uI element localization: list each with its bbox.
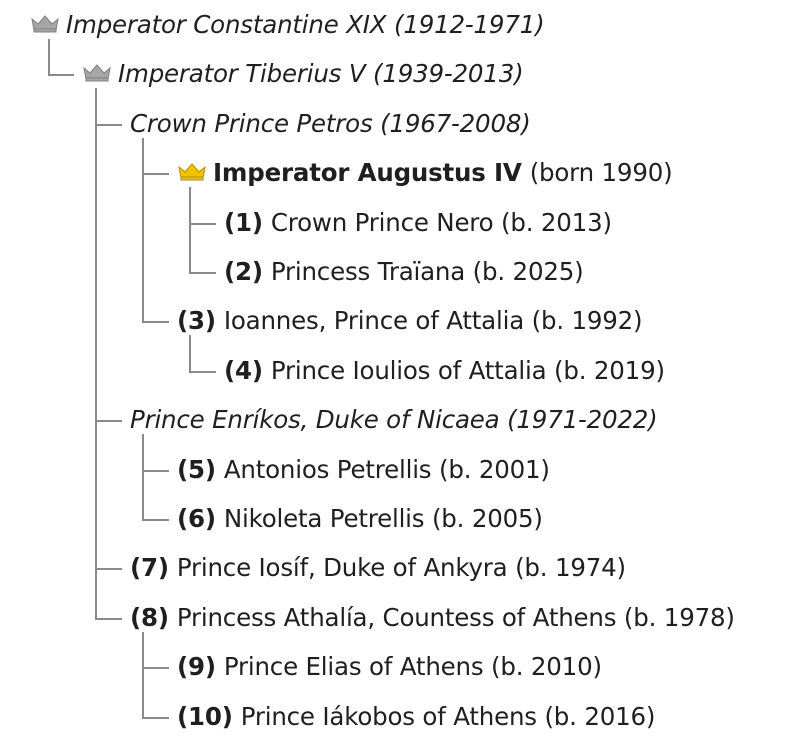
tree-node: Crown Prince Petros (1967-2008) [130,104,531,144]
succession-number: (1) [224,208,263,237]
person-years: (1971-2022) [507,405,658,434]
succession-number: (3) [177,306,216,335]
person-years: (1939-2013) [372,59,524,88]
person-years: (b. 2016) [544,702,656,731]
tree-node: (9) Prince Elias of Athens (b. 2010) [177,647,602,687]
person-name: Imperator Constantine XIX [66,10,387,39]
tree-node: Imperator Augustus IV (born 1990) [177,153,673,193]
person-name: Prince Iosíf, Duke of Ankyra [176,553,508,582]
person-name: Crown Prince Petros [130,109,373,138]
person-years: (b. 1978) [623,603,735,632]
tree-connector [48,39,50,75]
succession-number: (9) [177,652,216,681]
tree-elbow [142,519,169,521]
person-name: Prince Iákobos of Athens [240,702,537,731]
crown-icon [30,5,60,45]
tree-elbow [189,371,216,373]
tree-elbow [142,470,169,472]
person-years: (b. 1974) [515,553,626,582]
person-name: Prince Ioulios of Attalia [270,356,547,385]
person-name: Prince Enríkos, Duke of Nicaea [130,405,500,434]
tree-node: (10) Prince Iákobos of Athens (b. 2016) [177,697,655,737]
tree-elbow [189,223,216,225]
person-name: Ioannes, Prince of Attalia [223,306,525,335]
person-years: (b. 2019) [554,356,665,385]
tree-node: Prince Enríkos, Duke of Nicaea (1971-202… [130,400,658,440]
person-name: Imperator Augustus IV [213,158,522,187]
person-name: Nikoleta Petrellis [223,504,425,533]
tree-node: (4) Prince Ioulios of Attalia (b. 2019) [224,351,665,391]
person-name: Princess Athalía, Countess of Athens [176,603,617,632]
person-name: Antonios Petrellis [223,455,432,484]
succession-number: (4) [224,356,263,385]
person-name: Crown Prince Nero [270,208,494,237]
person-years: (b. 2001) [438,455,550,484]
person-years: (born 1990) [529,158,673,187]
crown-icon [82,54,112,94]
tree-node: Imperator Tiberius V (1939-2013) [82,54,524,94]
tree-connector [189,187,191,273]
tree-elbow [95,420,122,422]
tree-connector [189,335,191,372]
person-years: (1912-1971) [394,10,545,39]
tree-connector [142,434,144,520]
tree-elbow [142,173,169,175]
succession-number: (10) [177,702,233,731]
tree-elbow [142,321,169,323]
tree-node: (6) Nikoleta Petrellis (b. 2005) [177,499,543,539]
person-years: (b. 2005) [431,504,543,533]
tree-elbow [95,568,122,570]
person-name: Prince Elias of Athens [223,652,484,681]
person-years: (b. 2013) [501,208,612,237]
tree-elbow [95,618,122,620]
tree-node: Imperator Constantine XIX (1912-1971) [30,5,545,45]
person-years: (b. 2025) [472,257,584,286]
tree-connector [95,88,97,619]
tree-node: (5) Antonios Petrellis (b. 2001) [177,450,550,490]
person-name: Princess Traïana [270,257,466,286]
tree-connector [142,632,144,718]
tree-node: (1) Crown Prince Nero (b. 2013) [224,203,612,243]
succession-number: (2) [224,257,263,286]
person-years: (b. 2010) [491,652,602,681]
tree-elbow [95,124,122,126]
tree-elbow [142,667,169,669]
succession-number: (5) [177,455,216,484]
tree-node: (7) Prince Iosíf, Duke of Ankyra (b. 1974… [130,548,626,588]
tree-elbow [142,717,169,719]
tree-connector [142,138,144,322]
tree-node: (8) Princess Athalía, Countess of Athens … [130,598,735,638]
person-name: Imperator Tiberius V [118,59,366,88]
succession-number: (7) [130,553,169,582]
tree-node: (2) Princess Traïana (b. 2025) [224,252,584,292]
succession-number: (8) [130,603,169,632]
person-years: (1967-2008) [380,109,531,138]
succession-number: (6) [177,504,216,533]
person-years: (b. 1992) [531,306,643,335]
tree-elbow [189,272,216,274]
tree-node: (3) Ioannes, Prince of Attalia (b. 1992) [177,301,643,341]
tree-elbow [48,74,74,76]
crown-icon [177,153,207,193]
